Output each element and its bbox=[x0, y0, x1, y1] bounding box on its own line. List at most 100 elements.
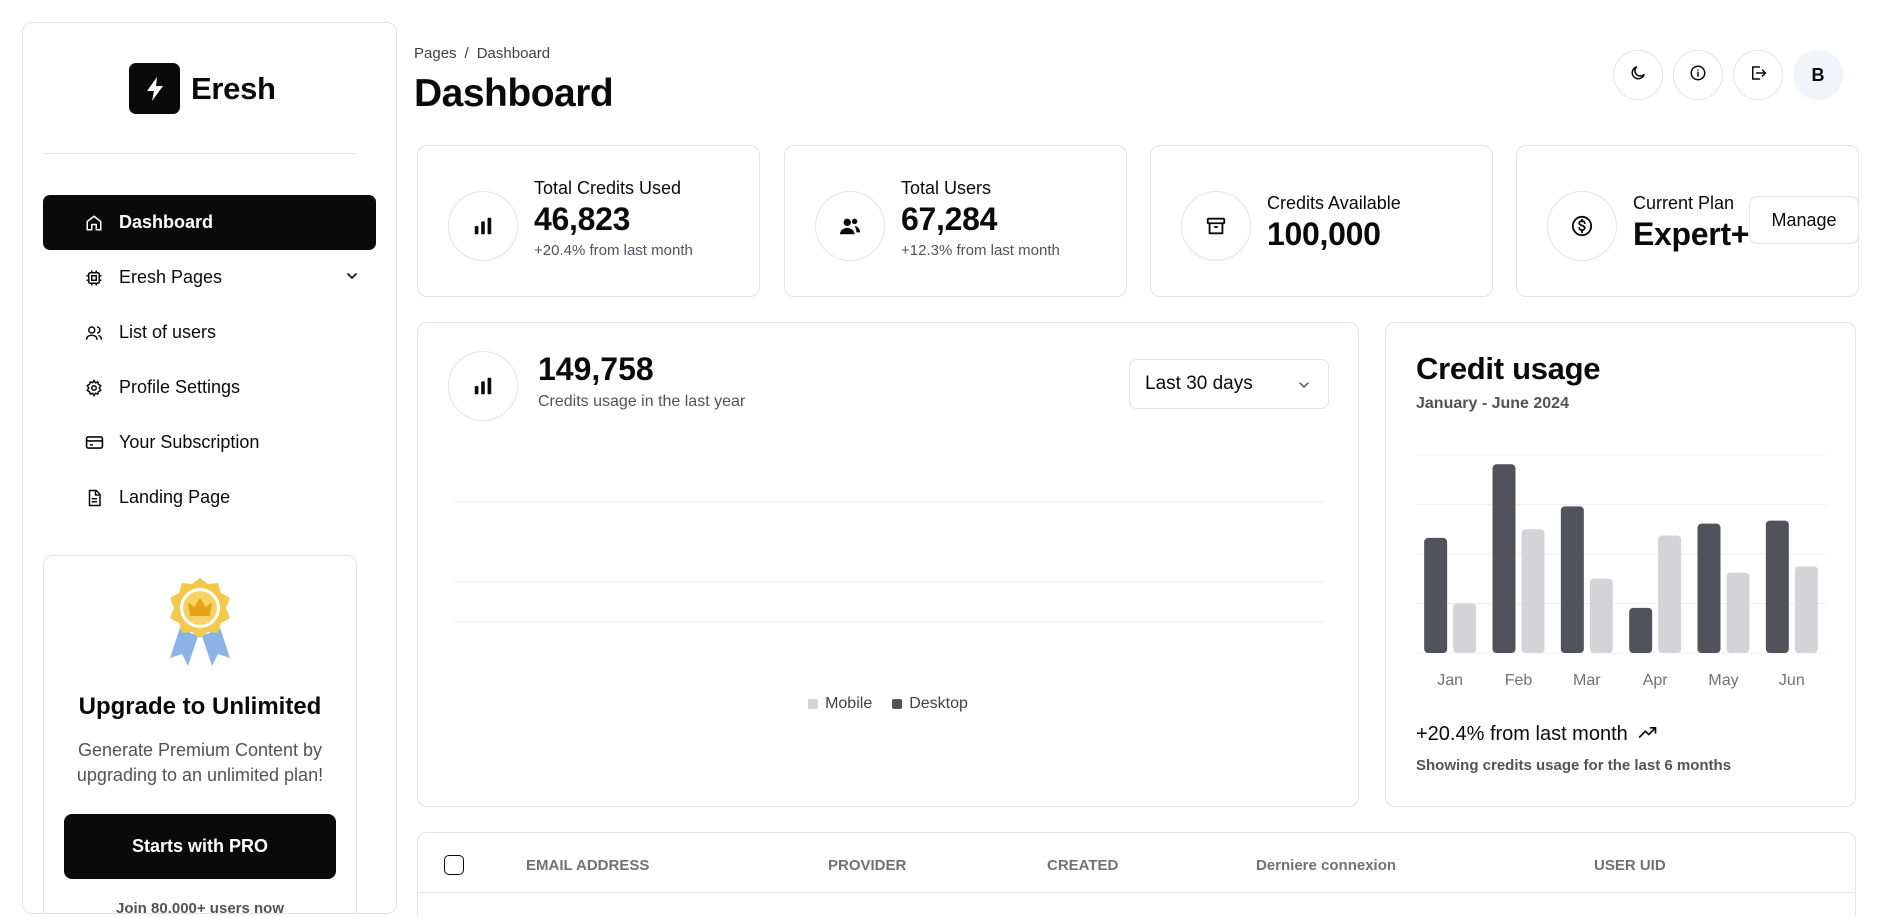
credit-usage-chart: Jan Feb Mar Apr May Jun bbox=[1416, 454, 1826, 689]
x-tick-label: May bbox=[1708, 672, 1738, 689]
users-icon bbox=[83, 322, 105, 344]
moon-icon bbox=[1629, 64, 1647, 87]
upgrade-title: Upgrade to Unlimited bbox=[78, 693, 322, 720]
stat-card-total-credits: Total Credits Used 46,823 +20.4% from la… bbox=[417, 145, 760, 297]
stat-value: 46,823 bbox=[534, 201, 631, 237]
stat-value: 67,284 bbox=[901, 201, 998, 237]
page-title: Dashboard bbox=[414, 72, 614, 115]
credit-trend: +20.4% from last month bbox=[1416, 723, 1658, 746]
sidebar-item-your-subscription[interactable]: Your Subscription bbox=[43, 415, 376, 470]
x-tick-label: Jan bbox=[1437, 672, 1463, 689]
bar-mobile-feb[interactable] bbox=[1521, 529, 1545, 653]
theme-toggle-button[interactable] bbox=[1613, 50, 1663, 100]
file-icon bbox=[83, 487, 105, 509]
stat-change: +20.4% from last month bbox=[534, 242, 693, 259]
stat-label: Current Plan bbox=[1633, 193, 1735, 213]
bar-mobile-jan[interactable] bbox=[1453, 603, 1477, 654]
sidebar: Eresh Dashboard Eresh Pages List of user… bbox=[22, 22, 397, 914]
column-last-login[interactable]: Derniere connexion bbox=[1256, 857, 1397, 874]
bar-mobile-may[interactable] bbox=[1726, 572, 1750, 653]
sidebar-item-label: List of users bbox=[119, 322, 217, 342]
stat-change: +12.3% from last month bbox=[901, 242, 1060, 259]
avatar[interactable]: B bbox=[1793, 50, 1843, 100]
stat-value: 100,000 bbox=[1267, 216, 1381, 252]
info-icon bbox=[1689, 64, 1707, 87]
column-user-uid[interactable]: USER UID bbox=[1594, 857, 1666, 874]
sidebar-item-label: Dashboard bbox=[119, 212, 214, 232]
bar-mobile-mar[interactable] bbox=[1589, 578, 1613, 653]
users-icon bbox=[815, 191, 885, 261]
breadcrumb-separator: / bbox=[464, 45, 469, 62]
sidebar-item-label: Profile Settings bbox=[119, 377, 241, 397]
upgrade-text: Generate Premium Content by upgrading to… bbox=[76, 740, 324, 785]
column-provider[interactable]: PROVIDER bbox=[828, 857, 907, 874]
starts-with-pro-button[interactable]: Starts with PRO bbox=[64, 814, 336, 879]
sidebar-item-label: Eresh Pages bbox=[119, 267, 223, 287]
bolt-icon bbox=[129, 63, 180, 114]
legend-swatch bbox=[892, 699, 903, 709]
bar-desktop-feb[interactable] bbox=[1492, 464, 1516, 653]
bar-desktop-may[interactable] bbox=[1697, 523, 1721, 653]
credit-usage-subtitle: January - June 2024 bbox=[1416, 395, 1569, 412]
divider bbox=[43, 153, 356, 154]
stat-card-current-plan: Current Plan Expert+ Manage bbox=[1516, 145, 1859, 297]
stat-card-credits-available: Credits Available 100,000 bbox=[1150, 145, 1493, 297]
bar-mobile-jun[interactable] bbox=[1794, 566, 1818, 653]
date-range-select[interactable]: Last 30 days bbox=[1129, 359, 1329, 409]
table-header-row: EMAIL ADDRESS PROVIDER CREATED Derniere … bbox=[418, 833, 1855, 893]
credit-trend-text: +20.4% from last month bbox=[1416, 723, 1628, 745]
brand[interactable]: Eresh bbox=[129, 63, 276, 114]
legend-label: Mobile bbox=[825, 695, 873, 712]
sidebar-item-profile-settings[interactable]: Profile Settings bbox=[43, 360, 376, 415]
gear-icon bbox=[83, 377, 105, 399]
x-tick-label: Feb bbox=[1505, 672, 1533, 689]
stat-card-total-users: Total Users 67,284 +12.3% from last mont… bbox=[784, 145, 1127, 297]
select-all-checkbox[interactable] bbox=[444, 855, 464, 875]
column-email[interactable]: EMAIL ADDRESS bbox=[526, 857, 650, 874]
users-table: EMAIL ADDRESS PROVIDER CREATED Derniere … bbox=[417, 832, 1856, 917]
chevron-down-icon bbox=[1296, 377, 1312, 399]
bar-chart-icon bbox=[448, 191, 518, 261]
bar-desktop-jun[interactable] bbox=[1765, 520, 1789, 653]
logout-button[interactable] bbox=[1733, 50, 1783, 100]
breadcrumb-dashboard: Dashboard bbox=[476, 45, 551, 62]
legend-desktop[interactable]: Desktop bbox=[892, 695, 968, 713]
sidebar-item-list-of-users[interactable]: List of users bbox=[43, 305, 376, 360]
legend-mobile[interactable]: Mobile bbox=[808, 695, 872, 713]
chevron-down-icon[interactable] bbox=[344, 268, 360, 289]
usage-chart-area bbox=[454, 501, 1324, 623]
stat-label: Total Users bbox=[901, 178, 992, 198]
breadcrumb: Pages / Dashboard bbox=[414, 45, 550, 62]
medal-icon bbox=[166, 576, 234, 673]
brand-name: Eresh bbox=[191, 70, 276, 106]
bar-chart-icon bbox=[448, 351, 518, 421]
stat-label: Credits Available bbox=[1267, 193, 1401, 213]
usage-legend: Mobile Desktop bbox=[418, 695, 1358, 713]
bar-desktop-apr[interactable] bbox=[1629, 607, 1653, 653]
logout-icon bbox=[1749, 64, 1767, 87]
dollar-icon bbox=[1547, 191, 1617, 261]
sidebar-item-label: Your Subscription bbox=[119, 432, 260, 452]
usage-subtitle: Credits usage in the last year bbox=[538, 393, 746, 410]
stat-value: Expert+ bbox=[1633, 216, 1750, 252]
info-button[interactable] bbox=[1673, 50, 1723, 100]
date-range-value: Last 30 days bbox=[1145, 373, 1253, 394]
bar-desktop-mar[interactable] bbox=[1560, 506, 1584, 653]
sidebar-item-landing-page[interactable]: Landing Page bbox=[43, 470, 376, 525]
bar-mobile-apr[interactable] bbox=[1658, 535, 1682, 653]
card-icon bbox=[83, 432, 105, 454]
usage-value: 149,758 bbox=[538, 351, 654, 387]
x-tick-label: Jun bbox=[1779, 672, 1805, 689]
chip-icon bbox=[83, 267, 105, 289]
credit-usage-footer: Showing credits usage for the last 6 mon… bbox=[1416, 757, 1732, 774]
upgrade-footer: Join 80,000+ users now bbox=[116, 900, 284, 914]
sidebar-item-dashboard[interactable]: Dashboard bbox=[43, 195, 376, 250]
usage-card: 149,758 Credits usage in the last year L… bbox=[417, 322, 1359, 807]
upgrade-card: Upgrade to Unlimited Generate Premium Co… bbox=[43, 555, 357, 914]
sidebar-item-label: Landing Page bbox=[119, 487, 231, 507]
bar-desktop-jan[interactable] bbox=[1424, 537, 1448, 653]
sidebar-item-eresh-pages[interactable]: Eresh Pages bbox=[43, 250, 376, 305]
column-created[interactable]: CREATED bbox=[1047, 857, 1119, 874]
breadcrumb-pages[interactable]: Pages bbox=[414, 45, 457, 62]
manage-button[interactable]: Manage bbox=[1749, 196, 1859, 244]
